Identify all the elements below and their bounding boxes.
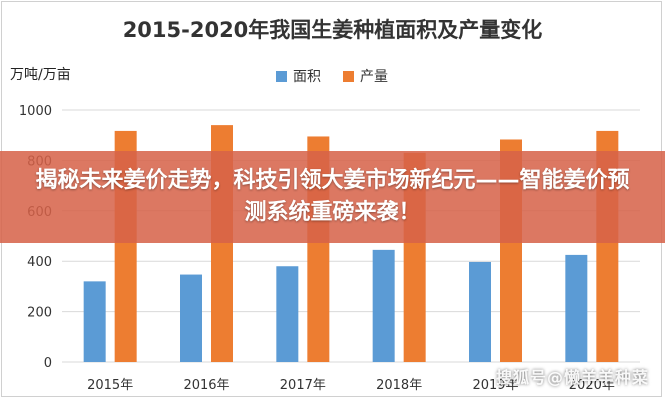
source-watermark: 搜狐号@懒羊羊种菜 — [495, 368, 649, 387]
legend-swatch-output — [343, 70, 354, 82]
bar-area — [372, 249, 395, 362]
bar-area — [565, 254, 588, 362]
headline-banner[interactable]: 揭秘未来姜价走势，科技引领大姜市场新纪元——智能姜价预测系统重磅来袭！ — [0, 151, 665, 243]
y-tick-label: 1000 — [19, 104, 52, 119]
x-tick-label: 2018年 — [376, 378, 422, 393]
bar-area — [469, 261, 491, 362]
x-tick-label: 2015年 — [87, 378, 133, 393]
bar-area — [180, 274, 202, 362]
x-tick-label: 2020年 — [569, 378, 615, 393]
y-tick-label: 0 — [44, 356, 52, 371]
x-tick-label: 2016年 — [183, 378, 229, 393]
y-tick-label: 200 — [27, 306, 52, 321]
legend-item-output: 产量 — [343, 66, 388, 86]
y-axis-unit-label: 万吨/万亩 — [10, 67, 71, 83]
headline-banner-text: 揭秘未来姜价走势，科技引领大姜市场新纪元——智能姜价预测系统重磅来袭！ — [35, 168, 630, 225]
x-tick-label: 2017年 — [280, 378, 326, 393]
legend-label-output: 产量 — [360, 69, 388, 85]
chart-title: 2015-2020年我国生姜种植面积及产量变化 — [122, 18, 543, 42]
bar-area — [83, 281, 106, 362]
legend-item-area: 面积 — [276, 66, 321, 86]
legend-label-area: 面积 — [293, 69, 321, 85]
y-tick-label: 400 — [27, 255, 52, 270]
x-tick-label: 2019年 — [472, 378, 518, 393]
chart-legend: 面积 产量 — [276, 66, 410, 86]
legend-swatch-area — [276, 70, 287, 82]
bar-area — [276, 266, 299, 362]
